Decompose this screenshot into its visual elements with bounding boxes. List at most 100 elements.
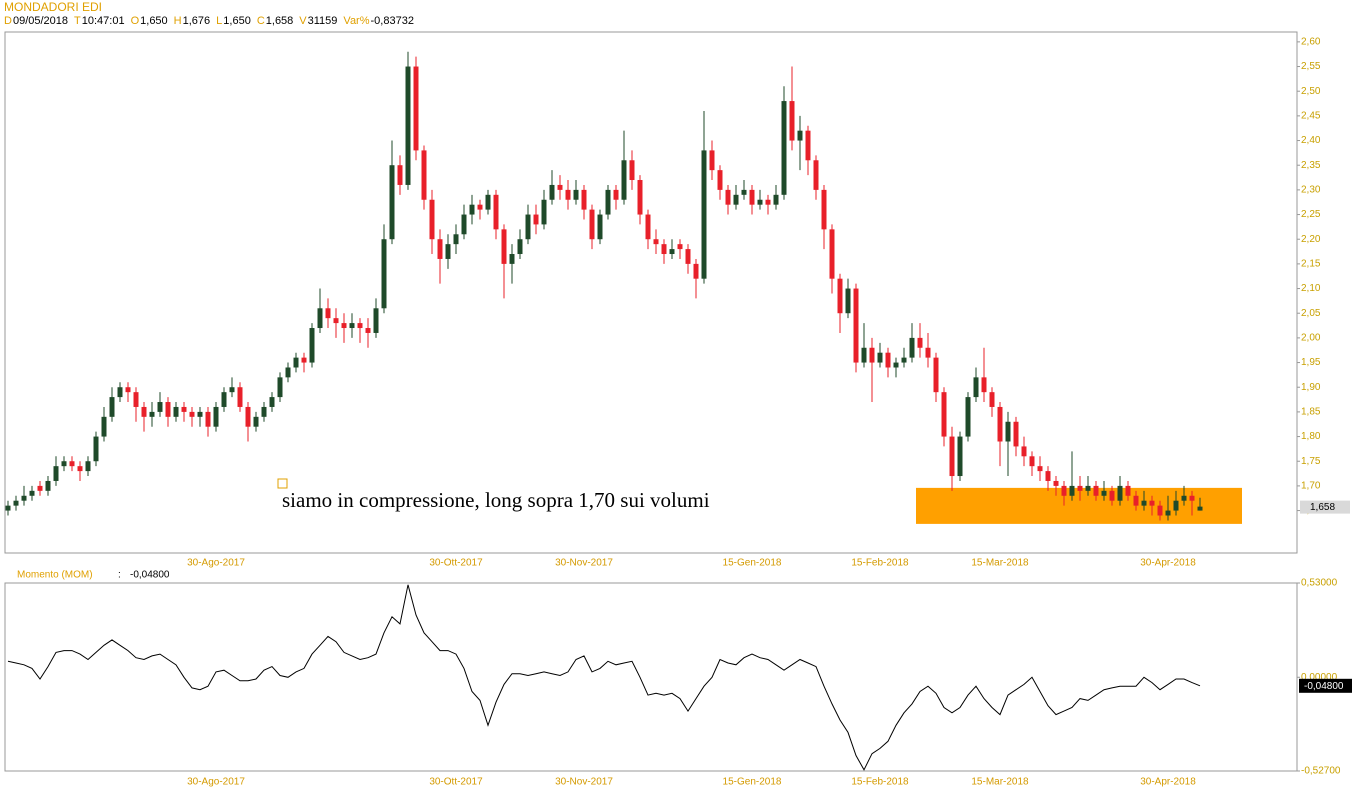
info-label: O: [130, 15, 140, 27]
candle-body: [357, 323, 363, 329]
y-tick-label: 1,90: [1301, 382, 1321, 393]
candle-body: [5, 505, 11, 511]
candle-body: [853, 288, 859, 363]
candle-body: [269, 397, 275, 407]
candle-body: [597, 214, 603, 240]
x-tick-label: 30-Ott-2017: [429, 558, 483, 569]
candle-body: [181, 406, 187, 412]
info-value: 10:47:01: [81, 15, 125, 27]
price-zone: [916, 487, 1242, 524]
candle-body: [685, 249, 691, 264]
candle-body: [229, 387, 235, 393]
candle-body: [781, 101, 787, 195]
x-tick-label: 30-Ago-2017: [187, 777, 245, 788]
candle-body: [997, 406, 1003, 442]
x-tick-label: 30-Ott-2017: [429, 777, 483, 788]
candle-body: [245, 406, 251, 427]
candle-body: [253, 416, 259, 427]
candle-body: [1021, 446, 1027, 457]
info-label: C: [256, 15, 265, 27]
candle-body: [669, 249, 675, 255]
candle-body: [981, 377, 987, 393]
candle-body: [381, 239, 387, 309]
candle-body: [637, 180, 643, 215]
y-tick-label: 2,10: [1301, 283, 1321, 294]
candle-body: [501, 229, 507, 264]
candle-body: [45, 480, 51, 491]
x-tick-label: 30-Apr-2018: [1140, 558, 1196, 569]
candle-body: [1053, 480, 1059, 486]
x-tick-label: 15-Gen-2018: [723, 777, 782, 788]
y-tick-label: 1,70: [1301, 481, 1321, 492]
candle-body: [413, 66, 419, 151]
candle-body: [77, 466, 83, 472]
candle-body: [893, 362, 899, 368]
candle-body: [845, 288, 851, 314]
candle-body: [237, 387, 243, 407]
candle-body: [1197, 506, 1203, 511]
info-value: -0,83732: [370, 15, 414, 27]
candle-body: [301, 357, 307, 363]
candle-body: [349, 323, 355, 329]
candle-body: [541, 199, 547, 225]
candle-body: [757, 199, 763, 205]
candle-body: [933, 357, 939, 393]
candle-body: [109, 397, 115, 417]
candle-body: [1077, 485, 1083, 491]
info-label: Var%: [343, 15, 370, 27]
y-tick-label: 2,35: [1301, 160, 1321, 171]
value-label-bg: [1299, 678, 1352, 693]
candle-body: [829, 229, 835, 279]
candle-body: [653, 239, 659, 245]
candle-body: [141, 406, 147, 417]
candle-body: [21, 495, 27, 501]
candle-body: [373, 308, 379, 333]
candle-body: [429, 199, 435, 240]
candle-body: [1117, 485, 1123, 501]
candle-body: [309, 328, 315, 363]
info-label: L: [216, 15, 223, 27]
candle-body: [101, 416, 107, 437]
candle-body: [117, 387, 123, 398]
y-tick-label: 2,15: [1301, 259, 1321, 270]
candle-body: [677, 244, 683, 250]
candle-body: [149, 411, 155, 417]
y-tick-label: 2,25: [1301, 209, 1321, 220]
y-tick-label: 2,60: [1301, 37, 1321, 48]
candle-body: [837, 278, 843, 314]
candle-body: [1149, 500, 1155, 506]
candle-body: [1181, 495, 1187, 501]
candle-body: [957, 436, 963, 477]
legend-value: -0,04800: [130, 570, 170, 581]
candle-body: [61, 461, 67, 467]
candle-body: [885, 352, 891, 368]
candle-body: [205, 411, 211, 427]
annotation-marker: [277, 478, 288, 489]
y-tick-label: 2,45: [1301, 111, 1321, 122]
info-value: 1,676: [182, 15, 211, 27]
candle-body: [821, 189, 827, 230]
y-tick-label: 0,53000: [1301, 578, 1338, 589]
candle-body: [965, 397, 971, 437]
candle-body: [469, 204, 475, 215]
candle-body: [901, 357, 907, 363]
candle-body: [1173, 500, 1179, 511]
momentum-panel: [4, 582, 1298, 772]
candle-body: [125, 387, 131, 393]
candle-body: [533, 214, 539, 225]
value-label: -0,04800: [1304, 681, 1344, 692]
y-tick-label: 1,85: [1301, 407, 1321, 418]
candle-body: [397, 165, 403, 185]
price-label: 1,658: [1310, 502, 1335, 513]
info-label: T: [74, 15, 81, 27]
info-label: V: [299, 15, 307, 27]
y-tick-label: 2,20: [1301, 234, 1321, 245]
x-tick-label: 30-Apr-2018: [1140, 777, 1196, 788]
candle-body: [1037, 466, 1043, 472]
candle-body: [805, 130, 811, 161]
candle-body: [797, 130, 803, 141]
candle-body: [317, 308, 323, 329]
candle-body: [941, 392, 947, 437]
candle-body: [581, 189, 587, 210]
candle-body: [605, 189, 611, 215]
